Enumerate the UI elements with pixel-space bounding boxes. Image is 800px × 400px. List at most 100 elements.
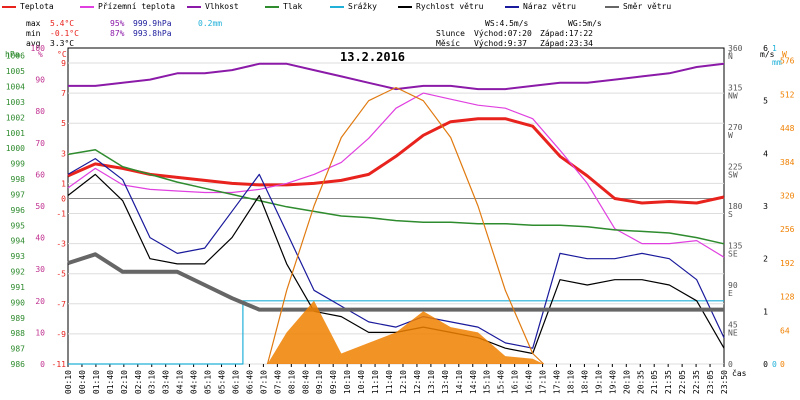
tick-label-ms: 6	[763, 44, 768, 53]
tick-label-x: 20:35	[636, 370, 645, 394]
moon-set: Západ:23:34	[540, 39, 593, 48]
tick-label-dir: 0	[728, 360, 733, 369]
chart-title: 13.2.2016	[340, 50, 406, 64]
series-solar-area	[68, 300, 724, 364]
wind-wg: WG:5m/s	[568, 19, 602, 28]
tick-label-mm: 1	[772, 44, 777, 53]
legend-label: Srážky	[348, 2, 377, 11]
series-line-prizemni-teplota	[67, 92, 725, 258]
tick-label-hpa: 991	[11, 283, 26, 292]
tick-label-hpa: 993	[11, 252, 26, 261]
tick-label-x: 01:10	[92, 370, 101, 394]
tick-label-x: 04:10	[176, 370, 185, 394]
tick-label-x: 15:10	[483, 370, 492, 394]
legend-swatch	[187, 5, 201, 8]
tick-label-x: 14:40	[469, 370, 478, 394]
tick-label-x: 10:10	[343, 370, 352, 394]
tick-label-x: 18:10	[566, 370, 575, 394]
tick-label-pct: 90	[35, 76, 45, 85]
tick-label-degc: 7	[61, 89, 66, 98]
tick-label-hpa: 990	[11, 298, 26, 307]
tick-label-ms: 1	[763, 307, 768, 316]
tick-label-dir-name: E	[728, 289, 733, 298]
legend-swatch	[330, 5, 344, 8]
tick-label-pct: 50	[35, 202, 45, 211]
tick-label-hpa: 1006	[6, 52, 25, 61]
tick-label-w: 256	[780, 225, 795, 234]
stats-min-press: 993.8hPa	[133, 29, 172, 38]
legend-label: Rychlost větru	[416, 2, 484, 11]
tick-label-hpa: 995	[11, 221, 26, 230]
tick-label-x: 01:40	[106, 370, 115, 394]
tick-label-x: 16:40	[525, 370, 534, 394]
tick-label-hpa: 1004	[6, 83, 25, 92]
tick-label-x: 00:10	[64, 370, 73, 394]
tick-label-x: 00:40	[78, 370, 87, 394]
tick-label-w: 512	[780, 90, 795, 99]
series-line-smer-vetru	[67, 252, 724, 312]
wind-ws: WS:4.5m/s	[485, 19, 529, 28]
tick-label-x: 13:40	[441, 370, 450, 394]
tick-label-x: 17:40	[553, 370, 562, 394]
tick-label-dir-name: NW	[728, 92, 738, 101]
tick-label-dir: 225	[728, 163, 743, 172]
tick-label-x: 19:10	[594, 370, 603, 394]
tick-label-x: 02:40	[134, 370, 143, 394]
tick-label-x: 19:40	[608, 370, 617, 394]
legend-item-naraz-vetru: Náraz větru	[505, 2, 576, 12]
tick-label-x: 15:40	[497, 370, 506, 394]
legend-label: Náraz větru	[523, 2, 576, 11]
legend-swatch	[605, 5, 619, 8]
stats-avg-temp: 3.3°C	[50, 39, 75, 48]
tick-label-hpa: 1005	[6, 67, 25, 76]
tick-label-dir-name: SW	[728, 171, 738, 180]
legend-swatch	[505, 5, 519, 8]
legend-label: Směr větru	[623, 2, 672, 11]
axis-label-ms: m/s	[760, 50, 775, 59]
tick-label-dir: 135	[728, 242, 743, 251]
axis-label-w: W	[782, 50, 787, 59]
tick-label-x: 02:10	[120, 370, 129, 394]
legend-swatch	[80, 5, 94, 8]
tick-label-degc: 3	[61, 149, 66, 158]
tick-label-w: 192	[780, 259, 795, 268]
tick-label-x: 18:40	[580, 370, 589, 394]
series-line-vlhkost	[68, 62, 725, 91]
legend-item-prizemni-teplota: Přízemní teplota	[80, 2, 175, 12]
tick-label-pct: 10	[35, 328, 45, 337]
legend-swatch	[265, 5, 279, 8]
axis-label-degc: °C	[57, 50, 67, 59]
tick-label-x: 11:40	[385, 370, 394, 394]
legend-item-srazky: Srážky	[330, 2, 377, 12]
tick-label-x: 07:10	[259, 370, 268, 394]
series-line-teplota	[67, 117, 725, 205]
stats-max-temp: 5.4°C	[50, 19, 75, 28]
tick-label-x: 23:05	[706, 370, 715, 394]
stats-max-rain: 0.2mm	[198, 19, 223, 28]
tick-label-dir-name: SE	[728, 250, 738, 259]
axis-label-mm: mm	[772, 58, 782, 67]
series-line-naraz-vetru	[67, 158, 725, 349]
plot-frame	[67, 47, 725, 365]
tick-label-x: 21:05	[650, 370, 659, 394]
legend-label: Teplota	[20, 2, 54, 11]
tick-label-pct: 0	[40, 360, 45, 369]
tick-label-x: 11:10	[371, 370, 380, 394]
tick-label-w: 320	[780, 191, 795, 200]
series-line-srazky	[68, 300, 724, 365]
tick-label-x: 06:10	[231, 370, 240, 394]
tick-label-hpa: 987	[11, 345, 26, 354]
tick-label-x: 04:40	[190, 370, 199, 394]
tick-label-w: 448	[780, 124, 795, 133]
stats-max-label: max	[26, 19, 41, 28]
tick-label-ms: 0	[763, 360, 768, 369]
tick-label-degc: -11	[52, 360, 67, 369]
tick-label-degc: -5	[56, 270, 66, 279]
tick-label-degc: -9	[56, 330, 66, 339]
tick-label-dir-name: S	[728, 210, 733, 219]
tick-label-pct: 40	[35, 234, 45, 243]
tick-label-x: 13:10	[427, 370, 436, 394]
tick-label-pct: 70	[35, 139, 45, 148]
tick-label-x: 09:10	[315, 370, 324, 394]
tick-label-hpa: 997	[11, 190, 26, 199]
